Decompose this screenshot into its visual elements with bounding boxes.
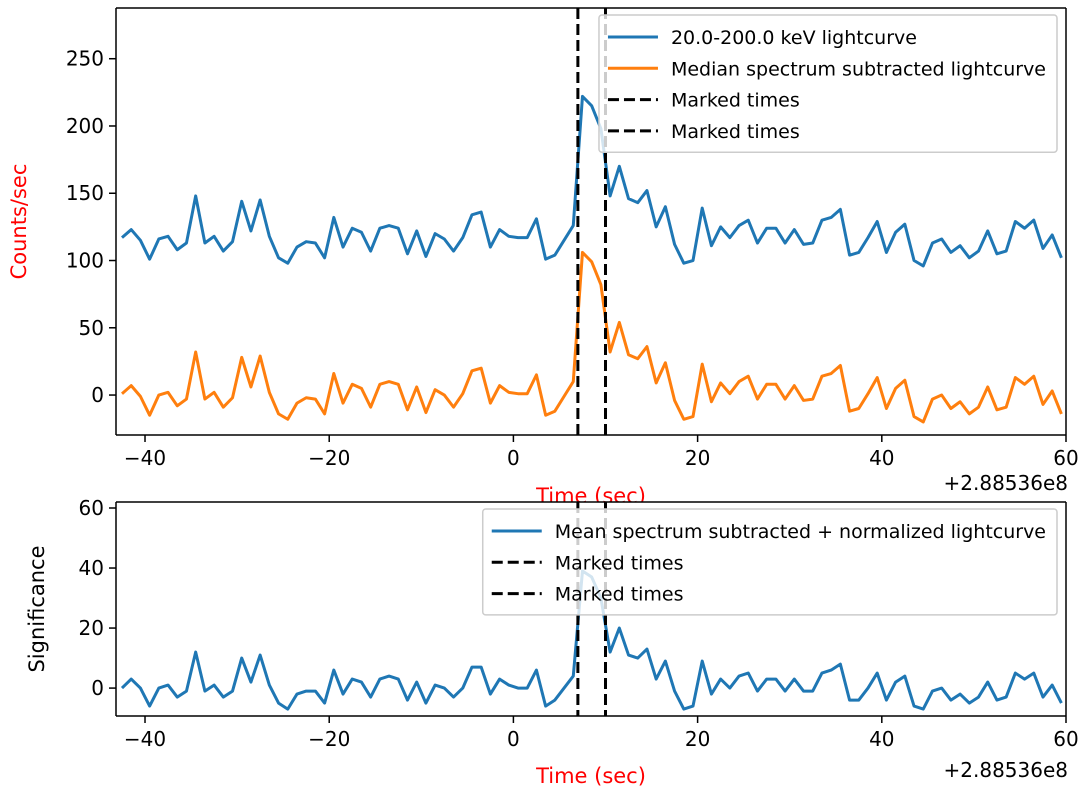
y-tick-label: 60 — [79, 496, 104, 520]
y-axis-label: Significance — [25, 545, 49, 672]
x-tick-label: 20 — [685, 727, 710, 751]
legend: 20.0-200.0 keV lightcurve Median spectrum… — [598, 14, 1058, 153]
x-tick-label: 60 — [1053, 446, 1078, 470]
x-tick-label: 40 — [869, 446, 894, 470]
y-axis-label: Counts/sec — [7, 164, 31, 280]
y-tick-label: 100 — [66, 249, 104, 273]
x-tick-label: 0 — [507, 727, 520, 751]
x-tick-label: −40 — [124, 727, 166, 751]
legend-label: Median spectrum subtracted lightcurve — [671, 58, 1046, 80]
legend-label: Marked times — [671, 90, 800, 112]
y-tick-label: 40 — [79, 556, 104, 580]
legend: Mean spectrum subtracted + normalized li… — [481, 508, 1058, 616]
y-tick-label: 250 — [66, 47, 104, 71]
x-tick-label: 40 — [869, 727, 894, 751]
legend-label: 20.0-200.0 keV lightcurve — [671, 27, 917, 49]
y-tick-label: 0 — [91, 676, 104, 700]
legend-box — [598, 14, 1058, 153]
y-tick-label: 200 — [66, 114, 104, 138]
y-tick-label: 20 — [79, 616, 104, 640]
x-offset-text: +2.88536e8 — [944, 471, 1069, 495]
x-tick-label: −40 — [124, 446, 166, 470]
legend-label: Marked times — [671, 121, 800, 143]
y-tick-label: 150 — [66, 181, 104, 205]
y-tick-label: 50 — [79, 316, 104, 340]
legend-label: Marked times — [555, 584, 684, 606]
x-tick-label: 60 — [1053, 727, 1078, 751]
legend-label: Marked times — [555, 552, 684, 574]
x-tick-label: −20 — [308, 727, 350, 751]
x-tick-label: −20 — [308, 446, 350, 470]
series-line — [121, 94, 1063, 268]
x-tick-label: 0 — [507, 446, 520, 470]
series-line — [121, 250, 1063, 424]
legend-label: Mean spectrum subtracted + normalized li… — [555, 521, 1046, 543]
x-axis-label: Time (sec) — [535, 764, 646, 788]
x-tick-label: 20 — [685, 446, 710, 470]
legend-box — [481, 508, 1058, 616]
x-offset-text: +2.88536e8 — [944, 758, 1069, 782]
y-tick-label: 0 — [91, 383, 104, 407]
